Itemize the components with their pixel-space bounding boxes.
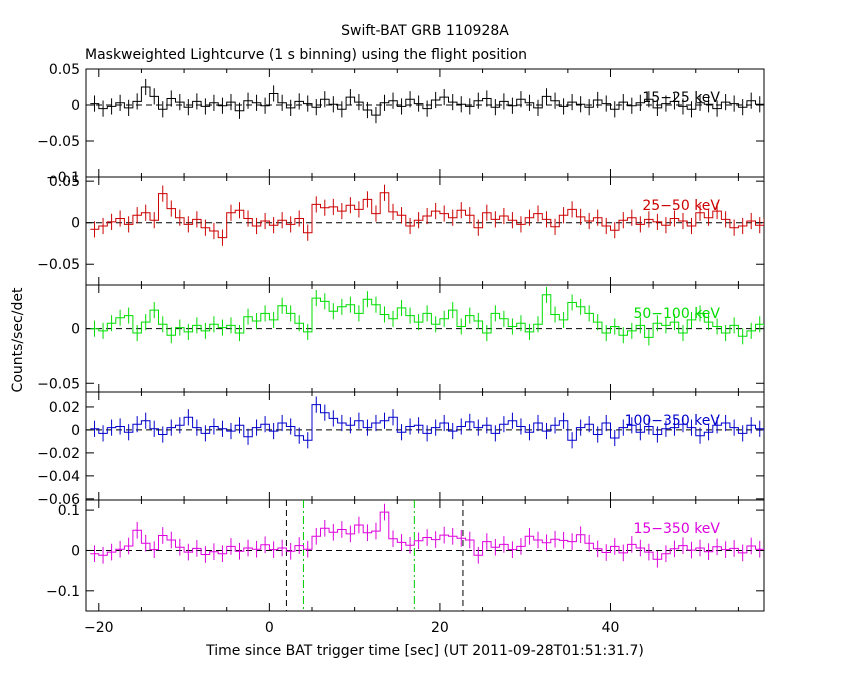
y-tick-label: 0: [71, 98, 80, 114]
y-tick-label: −0.05: [37, 134, 80, 150]
series-2: [90, 184, 764, 246]
y-tick-label: 0: [71, 423, 80, 439]
series-line: [90, 511, 764, 560]
panel-4: 0.02 0 −0.02 −0.04 −0.06 100−350 keV: [37, 391, 765, 508]
y-tick-label: −0.1: [46, 170, 80, 186]
band-label: 15−25 keV: [642, 90, 720, 106]
y-tick-label: −0.1: [46, 584, 80, 600]
x-axis-tick-labels: −20 0 20 40: [84, 620, 619, 636]
y-tick-label: 0.02: [49, 400, 80, 416]
series-1: [90, 78, 764, 124]
x-tick-label: 20: [431, 620, 449, 636]
series-line: [90, 192, 764, 239]
y-tick-label: −0.02: [37, 446, 80, 462]
band-label: 15−350 keV: [633, 521, 720, 537]
band-label: 25−50 keV: [642, 198, 720, 214]
y-tick-label: −0.05: [37, 376, 80, 392]
series-3: [90, 286, 764, 346]
y-tick-label: 0.05: [49, 62, 80, 78]
y-tick-label: −0.06: [37, 492, 80, 508]
y-tick-label: 0.05: [49, 174, 80, 190]
y-tick-label: −0.05: [37, 257, 80, 273]
x-tick-label: 0: [265, 620, 274, 636]
panel-frame: [85, 68, 765, 178]
y-axis-label: Counts/sec/det: [10, 287, 26, 392]
y-tick-label: 0: [71, 322, 80, 338]
series-5: [90, 503, 764, 568]
x-tick-label: −20: [84, 620, 114, 636]
x-axis-label: Time since BAT trigger time [sec] (UT 20…: [205, 643, 644, 659]
y-tick-label: −0.04: [37, 469, 80, 485]
chart-subtitle: Maskweighted Lightcurve (1 s binning) us…: [85, 47, 527, 63]
y-tick-label: 0.1: [58, 503, 80, 519]
series-4: [90, 396, 764, 449]
panel-frame: [85, 499, 765, 612]
panel-3: 0 −0.05 50−100 keV: [37, 284, 765, 393]
panel-frame: [85, 176, 765, 286]
panel-frame: [85, 391, 765, 501]
x-tick-label: 40: [602, 620, 620, 636]
chart-title: Swift-BAT GRB 110928A: [341, 23, 509, 39]
y-tick-label: 0: [71, 543, 80, 559]
panel-5: 0.1 0 −0.1 15−350 keV: [46, 499, 765, 612]
series-line: [90, 294, 764, 338]
series-line: [90, 86, 764, 116]
panel-frame: [85, 284, 765, 393]
y-tick-label: 0: [71, 216, 80, 232]
band-label: 50−100 keV: [633, 306, 720, 322]
panels-group: 0.05 0 −0.05 −0.1 15−25 keV 0.05 0 −0.05 25−50 k…: [37, 62, 765, 612]
band-label: 100−350 keV: [625, 413, 721, 429]
panel-2: 0.05 0 −0.05 25−50 keV: [37, 174, 765, 286]
panel-1: 0.05 0 −0.05 −0.1 15−25 keV: [37, 62, 765, 186]
series-line: [90, 404, 764, 441]
